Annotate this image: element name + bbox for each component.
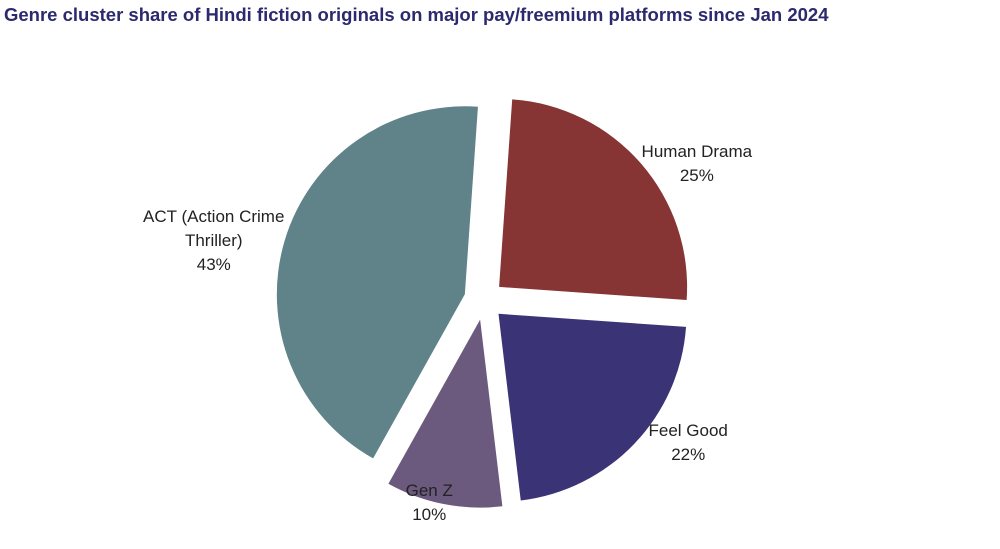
slice-label: Feel Good 22% xyxy=(598,419,778,467)
chart-title: Genre cluster share of Hindi fiction ori… xyxy=(4,4,829,25)
value-label: 22% xyxy=(671,444,706,464)
slice-label: Gen Z 10% xyxy=(339,479,519,527)
pie-slice xyxy=(499,99,688,300)
pie-slice xyxy=(388,319,503,508)
value-label: 10% xyxy=(412,504,447,524)
pie-slice xyxy=(276,106,478,459)
value-label: 43% xyxy=(196,254,231,274)
category-label: Gen Z xyxy=(405,480,453,500)
pie-slice xyxy=(498,313,687,501)
value-label: 25% xyxy=(679,166,714,186)
category-label: Human Drama xyxy=(641,142,753,162)
category-label: ACT (Action Crime Thriller) xyxy=(143,206,285,250)
slice-label: ACT (Action Crime Thriller) 43% xyxy=(124,205,304,277)
category-label: Feel Good xyxy=(648,420,728,440)
slice-label: Human Drama 25% xyxy=(607,140,787,188)
